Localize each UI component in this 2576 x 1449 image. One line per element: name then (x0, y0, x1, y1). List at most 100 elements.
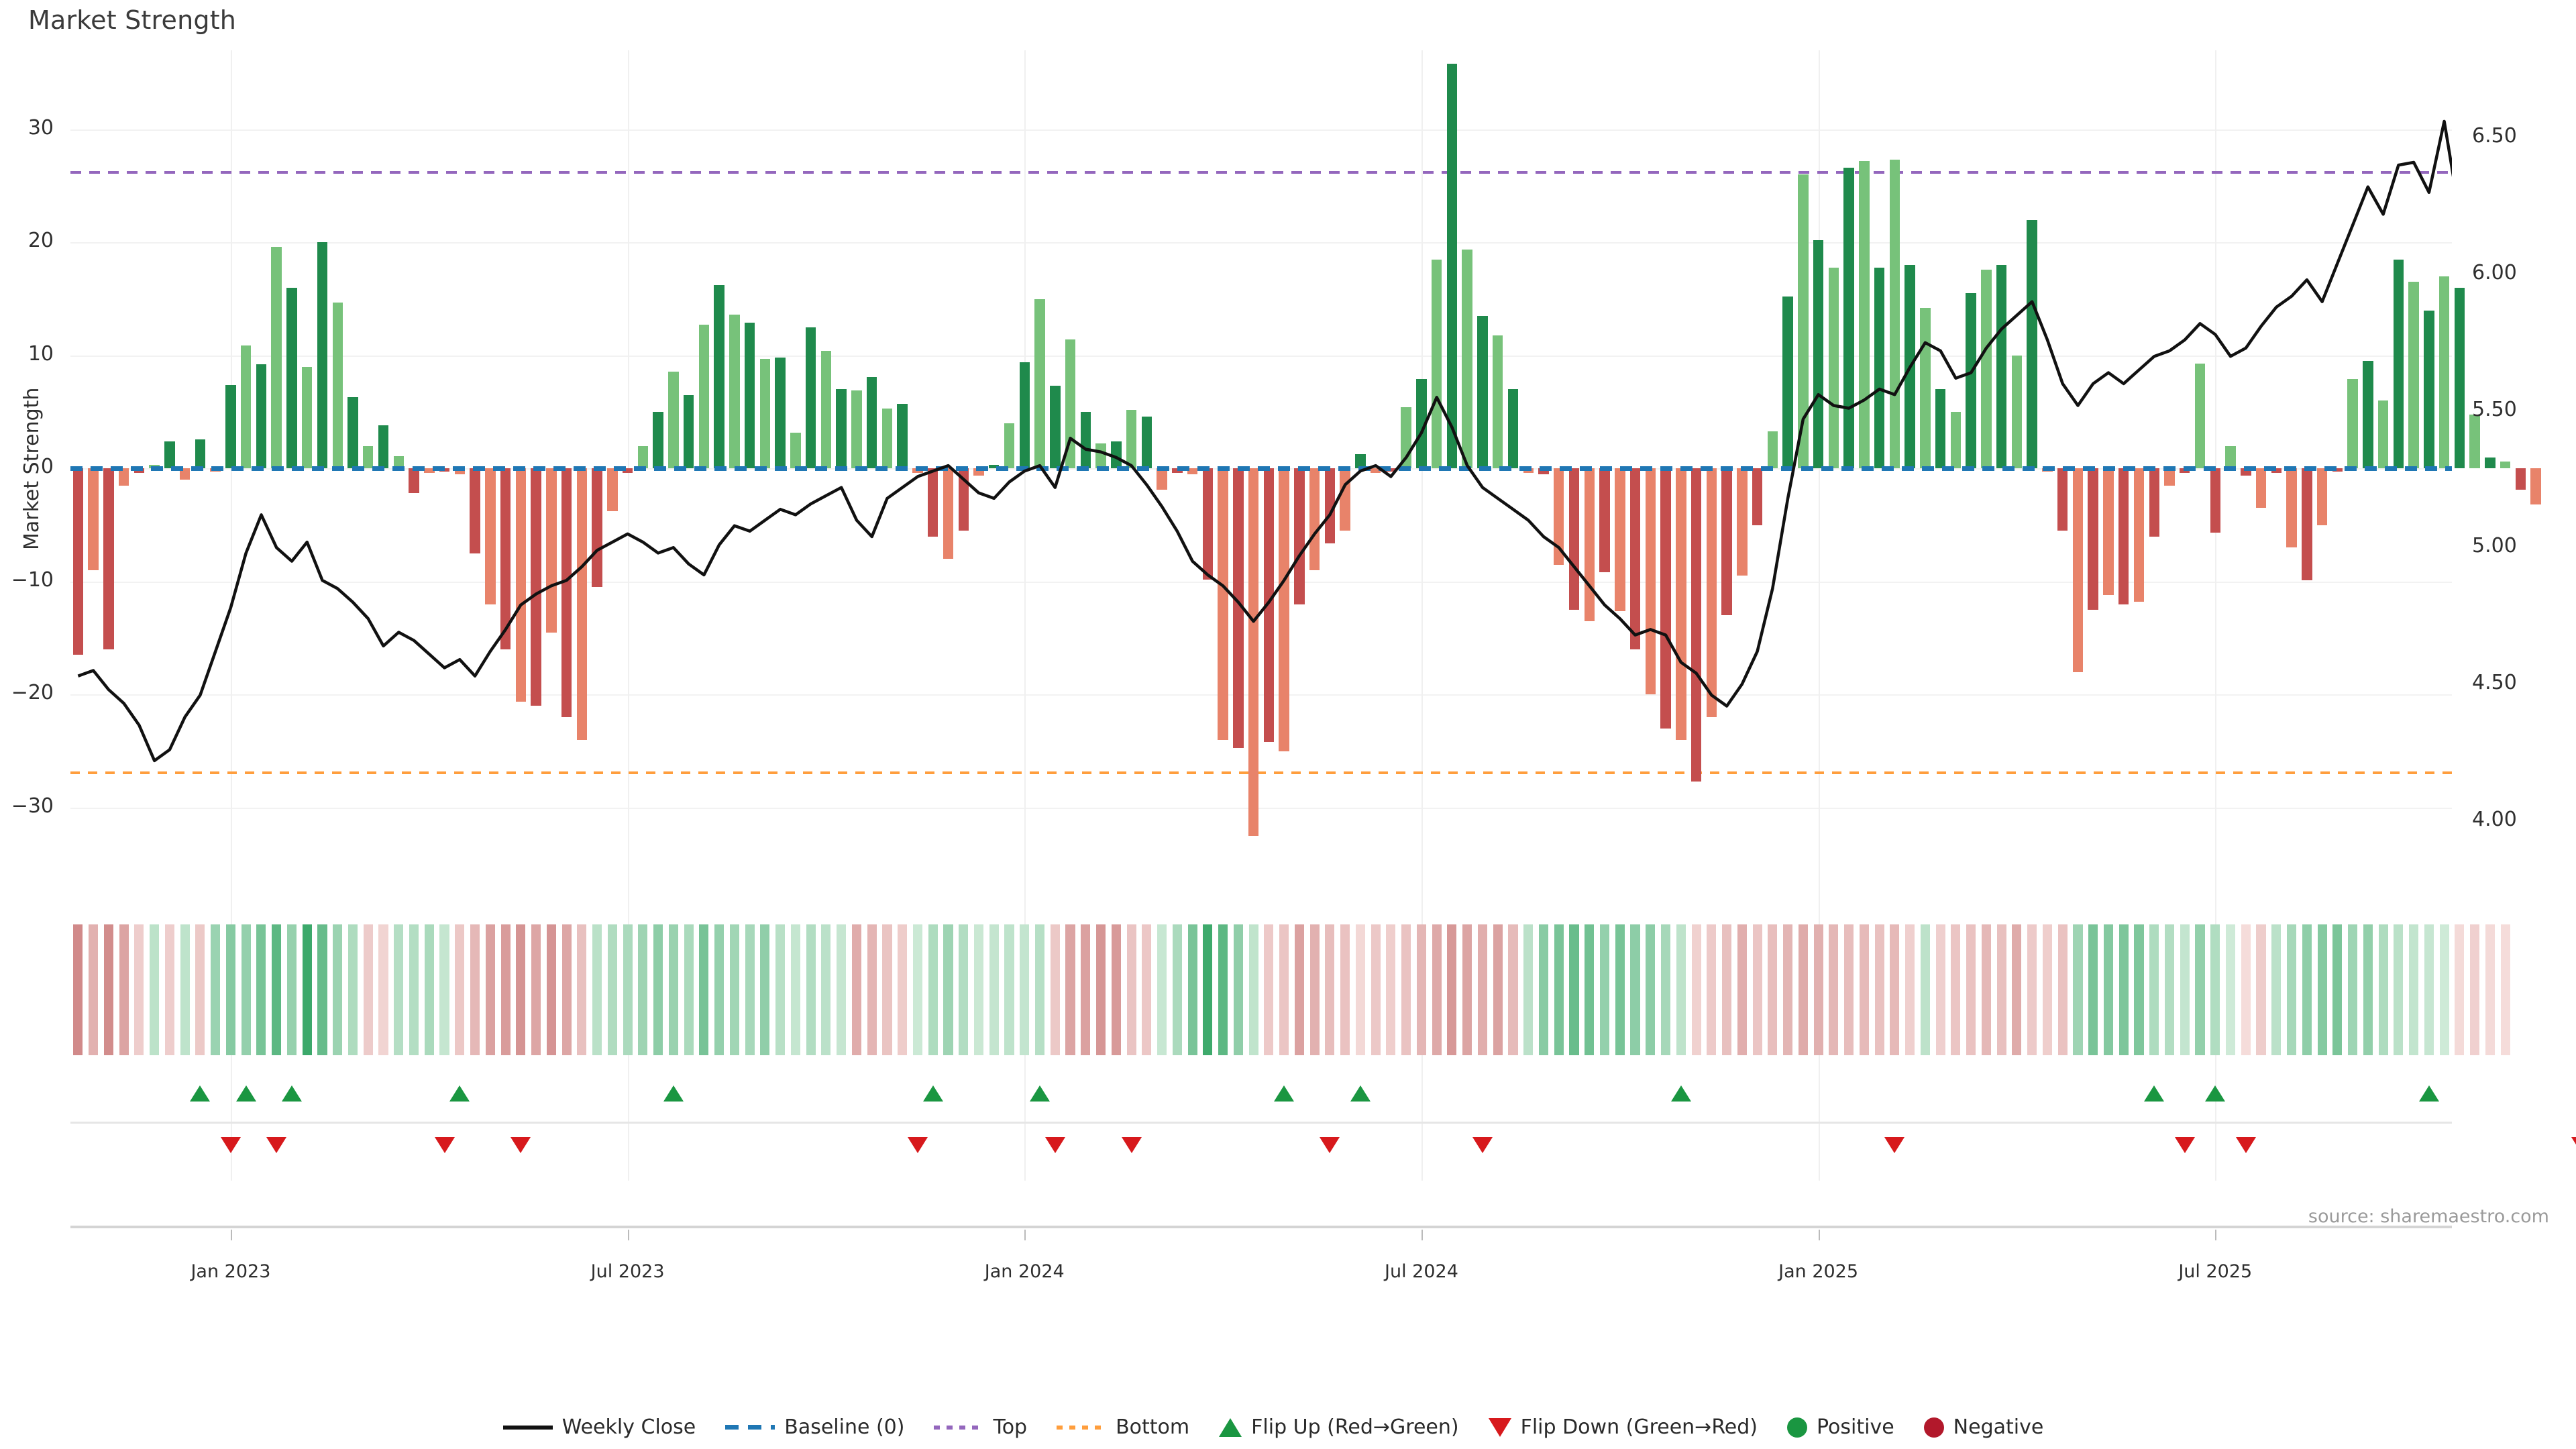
strength-bar[interactable] (2469, 414, 2480, 469)
heatmap-cell[interactable] (1646, 924, 1656, 1055)
heatmap-cell[interactable] (89, 924, 99, 1055)
heatmap-cell[interactable] (699, 924, 709, 1055)
heatmap-cell[interactable] (2134, 924, 2144, 1055)
strength-bar[interactable] (2225, 445, 2236, 469)
strength-bar[interactable] (286, 287, 297, 469)
flip-down-marker[interactable] (266, 1137, 287, 1153)
heatmap-cell[interactable] (653, 924, 663, 1055)
heatmap-cell[interactable] (760, 924, 770, 1055)
heatmap-cell[interactable] (424, 924, 434, 1055)
heatmap-cell[interactable] (1844, 924, 1854, 1055)
flip-up-marker[interactable] (190, 1085, 211, 1102)
flip-down-marker[interactable] (907, 1137, 928, 1153)
flip-up-marker[interactable] (1274, 1085, 1295, 1102)
heatmap-cell[interactable] (2287, 924, 2297, 1055)
heatmap-cell[interactable] (302, 924, 312, 1055)
legend-positive[interactable]: Positive (1787, 1415, 1894, 1439)
strength-bar[interactable] (1401, 407, 1411, 469)
strength-bar[interactable] (1615, 468, 1625, 611)
heatmap-cell[interactable] (1218, 924, 1228, 1055)
heatmap-cell[interactable] (2195, 924, 2205, 1055)
heatmap-cell[interactable] (775, 924, 786, 1055)
strength-bar[interactable] (347, 397, 358, 469)
heatmap-cell[interactable] (1401, 924, 1411, 1055)
strength-bar[interactable] (1828, 267, 1839, 469)
strength-bar[interactable] (2454, 287, 2465, 469)
heatmap-cell[interactable] (2317, 924, 2327, 1055)
heatmap-cell[interactable] (1096, 924, 1106, 1055)
heatmap-cell[interactable] (668, 924, 678, 1055)
heatmap-cell[interactable] (2180, 924, 2190, 1055)
heatmap-cell[interactable] (1355, 924, 1365, 1055)
flip-down-marker[interactable] (511, 1137, 531, 1153)
strength-bar[interactable] (485, 468, 496, 604)
strength-bar[interactable] (515, 468, 527, 702)
strength-bar[interactable] (1904, 265, 1915, 469)
heatmap-cell[interactable] (225, 924, 235, 1055)
heatmap-cell[interactable] (2363, 924, 2373, 1055)
heatmap-cell[interactable] (1599, 924, 1610, 1055)
flip-down-marker[interactable] (1320, 1137, 1340, 1153)
flip-up-marker[interactable] (2144, 1085, 2165, 1102)
heatmap-cell[interactable] (1157, 924, 1167, 1055)
strength-bar[interactable] (1477, 315, 1488, 469)
heatmap-cell[interactable] (1477, 924, 1487, 1055)
strength-bar[interactable] (820, 351, 832, 469)
strength-bar[interactable] (531, 468, 541, 706)
strength-bar[interactable] (683, 394, 694, 469)
heatmap-cell[interactable] (150, 924, 160, 1055)
heatmap-cell[interactable] (1264, 924, 1274, 1055)
heatmap-cell[interactable] (1676, 924, 1686, 1055)
heatmap-cell[interactable] (2088, 924, 2098, 1055)
heatmap-cell[interactable] (1813, 924, 1823, 1055)
heatmap-cell[interactable] (394, 924, 404, 1055)
strength-bar[interactable] (637, 445, 649, 469)
strength-bar[interactable] (1813, 240, 1824, 469)
strength-bar[interactable] (1294, 468, 1305, 604)
strength-bar[interactable] (2149, 468, 2159, 537)
heatmap-cell[interactable] (959, 924, 969, 1055)
heatmap-cell[interactable] (531, 924, 541, 1055)
strength-bar[interactable] (2377, 400, 2389, 469)
strength-bar[interactable] (1767, 431, 1778, 469)
strength-bar[interactable] (2363, 361, 2373, 469)
heatmap-cell[interactable] (1935, 924, 1945, 1055)
strength-bar[interactable] (2316, 468, 2328, 525)
heatmap-cell[interactable] (1279, 924, 1289, 1055)
strength-bar[interactable] (1065, 339, 1076, 469)
heatmap-cell[interactable] (2455, 924, 2465, 1055)
heatmap-cell[interactable] (1615, 924, 1625, 1055)
strength-bar[interactable] (2286, 468, 2297, 548)
legend-negative[interactable]: Negative (1923, 1415, 2043, 1439)
flip-down-marker[interactable] (2174, 1137, 2195, 1153)
strength-bar[interactable] (744, 323, 755, 469)
heatmap-cell[interactable] (2302, 924, 2312, 1055)
strength-bar[interactable] (301, 366, 313, 469)
strength-bar[interactable] (1004, 423, 1015, 469)
heatmap-cell[interactable] (1829, 924, 1839, 1055)
strength-bar[interactable] (2424, 310, 2434, 469)
heatmap-cell[interactable] (1981, 924, 1991, 1055)
strength-bar[interactable] (378, 425, 389, 469)
strength-bar[interactable] (88, 468, 99, 571)
heatmap-cell[interactable] (500, 924, 511, 1055)
heatmap-cell[interactable] (73, 924, 83, 1055)
heatmap-cell[interactable] (256, 924, 266, 1055)
strength-bar[interactable] (1706, 468, 1717, 718)
heatmap-cell[interactable] (989, 924, 999, 1055)
strength-bar[interactable] (1507, 389, 1519, 469)
strength-bar[interactable] (1248, 468, 1259, 837)
heatmap-cell[interactable] (1859, 924, 1869, 1055)
flip-up-marker[interactable] (663, 1085, 684, 1102)
strength-bar[interactable] (2103, 468, 2114, 596)
heatmap-cell[interactable] (1493, 924, 1503, 1055)
heatmap-cell[interactable] (2210, 924, 2220, 1055)
heatmap-cell[interactable] (1538, 924, 1549, 1055)
strength-bar[interactable] (1568, 468, 1580, 610)
heatmap-cell[interactable] (333, 924, 343, 1055)
strength-bar[interactable] (271, 247, 282, 469)
strength-bar[interactable] (2515, 468, 2526, 490)
strength-bar[interactable] (317, 242, 328, 469)
strength-bar[interactable] (1279, 468, 1289, 751)
strength-bar[interactable] (1629, 468, 1641, 649)
